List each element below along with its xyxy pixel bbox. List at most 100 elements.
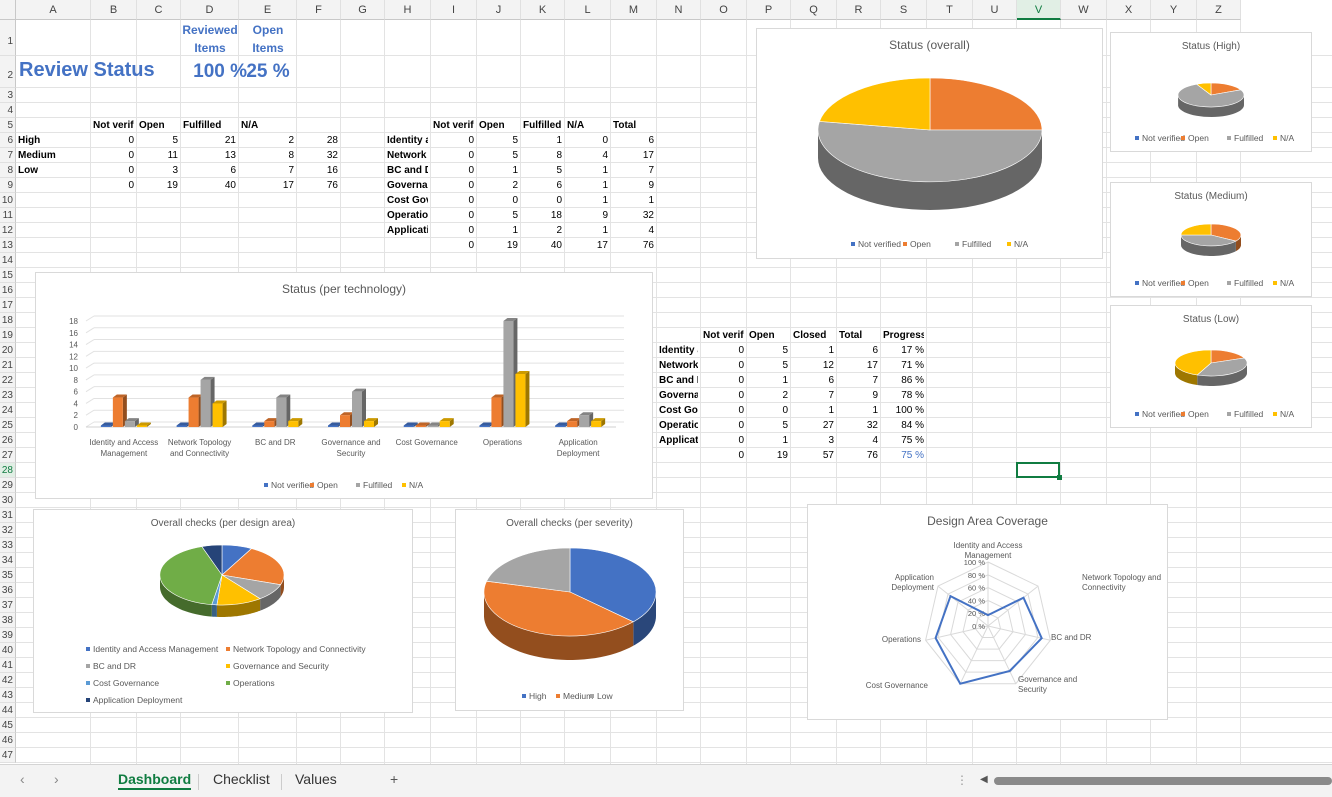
table-cell[interactable]: 76 [326,180,338,191]
table-cell[interactable]: 1 [512,165,518,176]
status-high-chart[interactable]: Status (High) Not verified Open Fulfilled N/… [1110,32,1312,152]
row-header[interactable]: 15 [0,268,16,283]
table-cell[interactable]: 84 % [901,420,924,431]
row-header[interactable]: 12 [0,223,16,238]
row-header[interactable]: 1 [0,20,16,56]
status-low-chart[interactable]: Status (Low) Not verified Open Fulfilled N/A [1110,305,1312,428]
fill-handle[interactable] [1057,475,1062,480]
column-header[interactable]: D [181,0,239,20]
table-cell[interactable]: 1 [782,435,788,446]
column-header[interactable]: J [477,0,521,20]
table-cell[interactable]: 1 [602,180,608,191]
row-header[interactable]: 8 [0,163,16,178]
table-cell[interactable]: 4 [602,150,608,161]
table-cell[interactable]: 40 [224,180,236,191]
column-header[interactable]: W [1061,0,1107,20]
row-header[interactable]: 46 [0,733,16,748]
row-header[interactable]: 11 [0,208,16,223]
scroll-left-icon[interactable]: ◀ [980,774,988,785]
column-header[interactable]: F [297,0,341,20]
row-header[interactable]: 36 [0,583,16,598]
column-header[interactable]: I [431,0,477,20]
page-title[interactable]: Review Status [19,59,155,81]
tab-values[interactable]: Values [295,771,337,787]
status-overall-chart[interactable]: Status (overall) Not verified Open Fulfille… [756,28,1103,259]
table-header[interactable]: N/A [567,120,585,131]
table-cell[interactable]: 4 [648,225,654,236]
table-header[interactable]: Fulfilled [523,120,562,131]
row-header[interactable]: 27 [0,448,16,463]
table-cell[interactable]: 0 [782,405,788,416]
row-header[interactable]: 32 [0,523,16,538]
row-header[interactable]: 35 [0,568,16,583]
row-label[interactable]: Applicati [387,225,428,236]
table-cell[interactable]: 1 [602,225,608,236]
table-cell[interactable]: 1 [602,195,608,206]
table-cell[interactable]: 1 [782,375,788,386]
table-cell[interactable]: 6 [828,375,834,386]
table-cell[interactable]: 12 [822,360,834,371]
reviewed-items-label[interactable]: Reviewed Items [182,23,238,55]
table-cell[interactable]: 13 [224,150,236,161]
table-cell[interactable]: 2 [288,135,294,146]
next-sheet-icon[interactable]: › [54,771,59,787]
row-header[interactable]: 19 [0,328,16,343]
table-cell[interactable]: 0 [602,135,608,146]
row-header[interactable]: 23 [0,388,16,403]
row-header[interactable]: 3 [0,88,16,103]
row-label[interactable]: Identity a [659,345,698,356]
table-cell[interactable]: 32 [642,210,654,221]
row-header[interactable]: 44 [0,703,16,718]
column-header[interactable]: N [657,0,701,20]
row-label[interactable]: Governar [387,180,428,191]
table-cell[interactable]: 0 [468,195,474,206]
table-cell[interactable]: 17 [282,180,294,191]
row-header[interactable]: 22 [0,373,16,388]
table-cell[interactable]: 0 [128,150,134,161]
prev-sheet-icon[interactable]: ‹ [20,771,25,787]
row-header[interactable]: 39 [0,628,16,643]
row-label[interactable]: BC and DI [387,165,428,176]
row-header[interactable]: 25 [0,418,16,433]
row-header[interactable]: 2 [0,56,16,88]
table-header[interactable]: Fulfilled [183,120,222,131]
table-cell[interactable]: 0 [468,225,474,236]
row-header[interactable]: 14 [0,253,16,268]
table-header[interactable]: Not verifi [703,330,744,341]
table-cell[interactable]: 7 [648,165,654,176]
row-header[interactable]: 13 [0,238,16,253]
table-cell[interactable]: 0 [738,345,744,356]
column-header[interactable]: S [881,0,927,20]
row-header[interactable]: 31 [0,508,16,523]
table-header[interactable]: Closed [793,330,827,341]
tab-dashboard[interactable]: Dashboard [118,771,192,790]
table-cell[interactable]: 0 [738,375,744,386]
row-header[interactable]: 9 [0,178,16,193]
table-cell[interactable]: 19 [776,450,788,461]
table-cell[interactable]: 18 [550,210,562,221]
row-header[interactable]: 28 [0,463,16,478]
table-header[interactable]: N/A [241,120,259,131]
reviewed-items-value[interactable]: 100 % [193,61,247,82]
row-header[interactable]: 20 [0,343,16,358]
add-sheet-button[interactable]: + [390,771,399,787]
table-cell[interactable]: 8 [556,150,562,161]
table-cell[interactable]: 28 [326,135,338,146]
table-cell[interactable]: 1 [828,345,834,356]
table-cell[interactable]: 76 [642,240,654,251]
row-header[interactable]: 21 [0,358,16,373]
table-cell[interactable]: 32 [866,420,878,431]
table-cell[interactable]: 0 [128,135,134,146]
table-cell[interactable]: 1 [512,225,518,236]
table-cell[interactable]: 19 [166,180,178,191]
table-cell[interactable]: 0 [738,435,744,446]
checks-per-severity-chart[interactable]: Overall checks (per severity) High Medium L… [455,509,684,711]
table-cell[interactable]: 0 [738,420,744,431]
table-cell[interactable]: 17 [866,360,878,371]
table-cell[interactable]: 5 [782,420,788,431]
column-header[interactable]: M [611,0,657,20]
row-header[interactable]: 4 [0,103,16,118]
column-header[interactable]: C [137,0,181,20]
table-cell[interactable]: 0 [512,195,518,206]
checks-per-design-area-chart[interactable]: Overall checks (per design area) Identity… [33,509,413,713]
